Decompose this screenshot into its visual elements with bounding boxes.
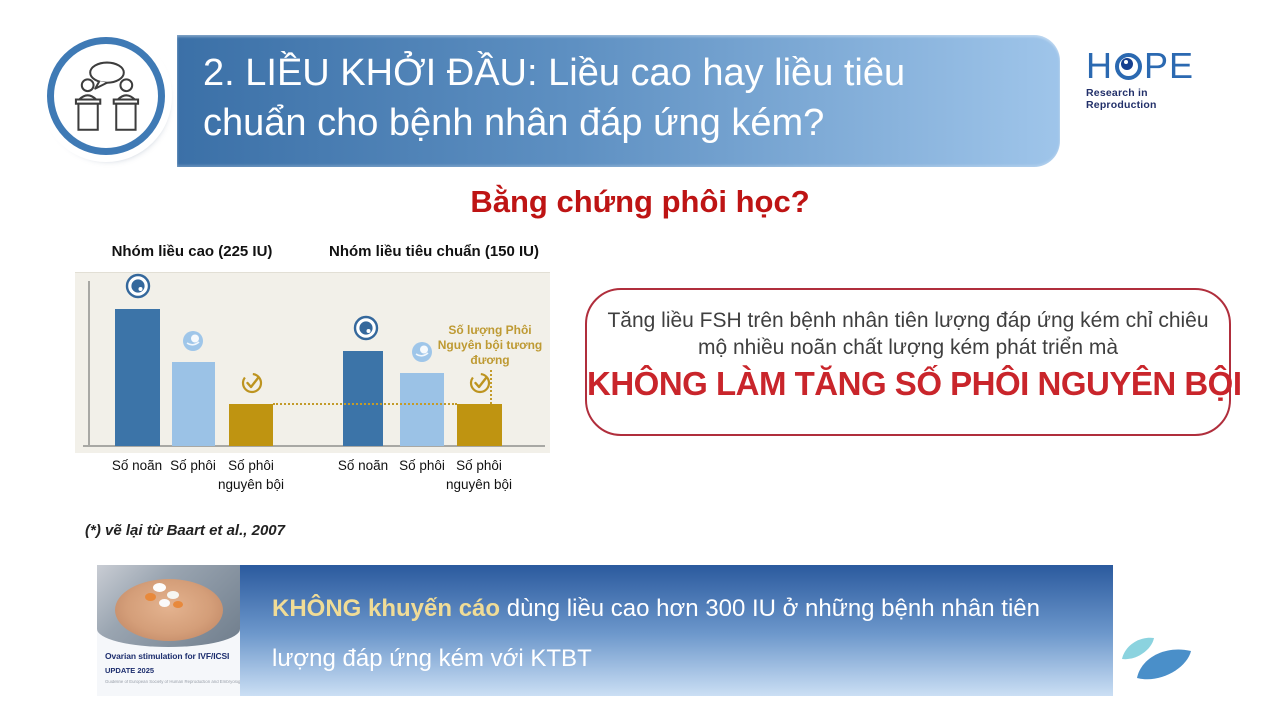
chart-x-axis (83, 445, 545, 447)
cover-title: Ovarian stimulation for IVF/ICSI (105, 651, 230, 661)
equal-euploid-dotted-line (273, 403, 457, 405)
guideline-cover-card: Ovarian stimulation for IVF/ICSI UPDATE … (97, 565, 240, 696)
footer-highlight: KHÔNG khuyến cáo (272, 595, 501, 622)
conclusion-line1: Tăng liều FSH trên bệnh nhân tiên lượng … (607, 309, 1209, 332)
footer-line1-rest: dùng liều cao hơn 300 IU ở những bệnh nh… (500, 595, 1040, 622)
embryo-icon (182, 330, 204, 357)
cover-update-label: UPDATE 2025 (105, 666, 155, 675)
conclusion-emphasis: KHÔNG LÀM TĂNG SỐ PHÔI NGUYÊN BỘI (587, 365, 1242, 402)
footer-recommendation-text: KHÔNG khuyến cáo dùng liều cao hơn 300 I… (272, 595, 1107, 673)
debate-podiums-icon (74, 61, 140, 131)
hope-logo: H PE Research in Reproduction (1086, 48, 1216, 112)
hope-letter-h: H (1086, 45, 1113, 86)
hope-logo-word: H PE (1086, 48, 1216, 84)
hope-letters-pe: PE (1144, 45, 1195, 86)
check-circle-icon (241, 372, 263, 399)
slide-title-line1: 2. LIỀU KHỞI ĐẦU: Liều cao hay liều tiêu (203, 52, 906, 94)
chart-group-label-standard-dose: Nhóm liều tiêu chuẩn (150 IU) (328, 243, 540, 260)
header-band: 2. LIỀU KHỞI ĐẦU: Liều cao hay liều tiêu… (177, 35, 1060, 167)
header-badge (47, 37, 165, 155)
hope-logo-subtitle: Research in Reproduction (1086, 87, 1157, 111)
chart-x-labels: Số noãn Số phôi Số phôi nguyên bội Số no… (75, 456, 550, 536)
oocyte-icon (125, 273, 151, 304)
x-label-embryos-high: Số phôi (170, 458, 216, 473)
x-label-embryos-std: Số phôi (399, 458, 445, 473)
conclusion-line2: mộ nhiều noãn chất lượng kém phát triển … (697, 336, 1119, 359)
conclusion-box: Tăng liều FSH trên bệnh nhân tiên lượng … (585, 288, 1242, 436)
x-label-euploid-high: Số phôi nguyên bội (217, 458, 285, 492)
check-circle-icon (469, 372, 491, 399)
annotation-dotted-connector (490, 370, 492, 404)
chart-annotation: Số lượng Phôi Nguyên bội tương đương (437, 323, 543, 367)
two-leaves-icon (1122, 637, 1191, 680)
embryo-icon (411, 341, 433, 368)
footer-line2: lượng đáp ứng kém với KTBT (272, 645, 592, 672)
bar-embryos-high (172, 362, 215, 446)
bar-oocytes-high (115, 309, 160, 446)
slide-title: 2. LIỀU KHỞI ĐẦU: Liều cao hay liều tiêu… (177, 35, 1060, 148)
bar-euploid-high (229, 404, 273, 446)
bar-embryos-std (400, 373, 444, 446)
bar-euploid-std (457, 404, 502, 446)
x-label-oocytes-high: Số noãn (111, 458, 163, 473)
footer-recommendation-bar: Ovarian stimulation for IVF/ICSI UPDATE … (97, 565, 1113, 696)
slide-title-line2: chuẩn cho bệnh nhân đáp ứng kém? (203, 102, 825, 144)
hands-holding-pills-photo (97, 565, 240, 647)
chart-footnote: (*) vẽ lại từ Baart et al., 2007 (85, 522, 285, 539)
bar-oocytes-std (343, 351, 383, 446)
eye-ring-icon (1115, 52, 1142, 80)
x-label-euploid-std: Số phôi nguyên bội (445, 458, 513, 492)
footer-line1: KHÔNG khuyến cáo dùng liều cao hơn 300 I… (272, 595, 1107, 623)
bar-chart: Số lượng Phôi Nguyên bội tương đương (75, 272, 550, 453)
section-heading: Bằng chứng phôi học? (470, 184, 810, 219)
chart-y-axis (88, 281, 90, 447)
cover-guideline-source: Guideline of European Society of Human R… (105, 680, 240, 685)
x-label-oocytes-std: Số noãn (337, 458, 389, 473)
chart-group-label-high-dose: Nhóm liều cao (225 IU) (111, 243, 273, 260)
oocyte-icon (353, 315, 379, 346)
